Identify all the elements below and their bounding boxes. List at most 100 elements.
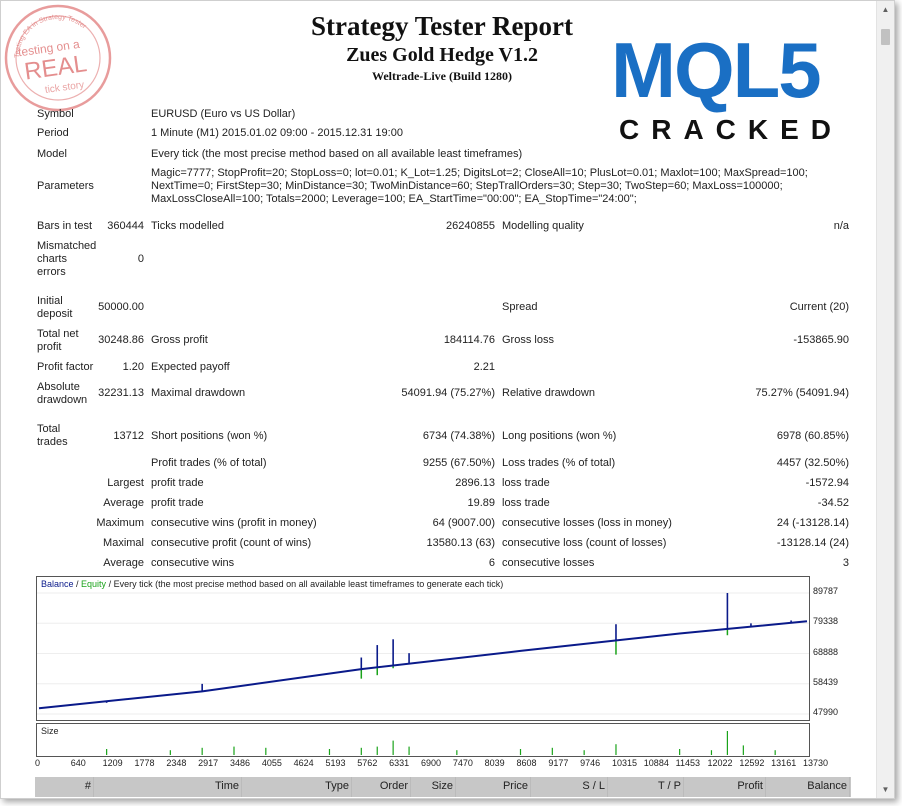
- column-separator: [455, 777, 456, 797]
- balance-chart: Balance / Equity / Every tick (the most …: [36, 576, 810, 721]
- column-separator: [765, 777, 766, 797]
- x-tick-label: 12022: [707, 758, 733, 768]
- model-value: Every tick (the most precise method base…: [151, 148, 523, 160]
- legend-balance: Balance: [41, 579, 74, 589]
- profit-factor-value: 1.20: [122, 361, 144, 373]
- mql5-logo: MQL5 CRACKED: [611, 27, 843, 145]
- column-header[interactable]: Time: [214, 780, 239, 792]
- maximal-profit-value: 13580.13 (63): [426, 537, 496, 549]
- column-header[interactable]: Size: [431, 780, 453, 792]
- chart-legend: Balance / Equity / Every tick (the most …: [41, 579, 504, 589]
- x-tick-label: 1778: [134, 758, 155, 768]
- column-separator: [410, 777, 411, 797]
- deposit-label: Initial deposit: [37, 295, 73, 320]
- x-tick-label: 5193: [325, 758, 346, 768]
- avg-cons-wins-label: consecutive wins: [151, 557, 235, 569]
- quality-label: Modelling quality: [502, 220, 584, 232]
- long-label: Long positions (won %): [502, 430, 617, 442]
- scroll-down-icon[interactable]: ▼: [881, 785, 890, 794]
- maximal-loss-value: -13128.14 (24): [776, 537, 849, 549]
- column-separator: [607, 777, 608, 797]
- largest-label: Largest: [107, 477, 144, 489]
- x-tick-label: 10884: [643, 758, 669, 768]
- column-header[interactable]: Price: [502, 780, 528, 792]
- deposit-value: 50000.00: [98, 301, 144, 313]
- column-header[interactable]: Type: [325, 780, 349, 792]
- quality-value: n/a: [833, 220, 849, 232]
- spread-value: Current (20): [789, 301, 849, 313]
- x-tick-label: 12592: [739, 758, 765, 768]
- column-separator: [849, 777, 850, 797]
- x-tick-label: 6900: [420, 758, 441, 768]
- x-tick-label: 8039: [484, 758, 505, 768]
- long-value: 6978 (60.85%): [776, 430, 849, 442]
- x-tick-label: 6331: [389, 758, 410, 768]
- stamp-line3: tick story: [44, 80, 85, 96]
- mismatch-value: 0: [137, 253, 144, 265]
- largest-loss-value: -1572.94: [805, 477, 849, 489]
- scroll-thumb[interactable]: [881, 29, 890, 45]
- column-separator: [683, 777, 684, 797]
- max-cons-losses-label: consecutive losses (loss in money): [502, 517, 672, 529]
- x-tick-label: 8608: [516, 758, 537, 768]
- gross-loss-label: Gross loss: [502, 334, 554, 346]
- x-tick-label: 0: [35, 758, 41, 768]
- trades-value: 13712: [113, 430, 144, 442]
- gross-loss-value: -153865.90: [793, 334, 849, 346]
- avg-cons-wins-value: 6: [488, 557, 495, 569]
- average-label: Average: [103, 497, 144, 509]
- x-tick-label: 1209: [102, 758, 123, 768]
- column-header[interactable]: T / P: [657, 780, 681, 792]
- max-dd-label: Maximal drawdown: [151, 387, 246, 399]
- mismatch-label: Mismatched charts errors: [37, 240, 97, 278]
- bars-label: Bars in test: [37, 220, 93, 232]
- profit-trades-label: Profit trades (% of total): [151, 457, 267, 469]
- max-dd-value: 54091.94 (75.27%): [401, 387, 495, 399]
- x-tick-label: 13161: [771, 758, 797, 768]
- x-tick-label: 4055: [261, 758, 282, 768]
- profit-factor-label: Profit factor: [37, 361, 94, 373]
- column-header[interactable]: #: [84, 780, 91, 792]
- trades-label: Total trades: [37, 423, 68, 448]
- balance-line: [38, 620, 808, 710]
- model-label: Model: [37, 148, 67, 160]
- x-tick-label: 2917: [198, 758, 219, 768]
- spread-label: Spread: [502, 301, 538, 313]
- average-loss-label: loss trade: [502, 497, 550, 509]
- report-title: Strategy Tester Report: [311, 11, 573, 41]
- column-header[interactable]: Profit: [737, 780, 763, 792]
- column-header[interactable]: S / L: [582, 780, 605, 792]
- x-tick-label: 640: [70, 758, 86, 768]
- largest-profit-label: profit trade: [151, 477, 204, 489]
- abs-dd-value: 32231.13: [98, 387, 144, 399]
- avg-cons-losses-value: 3: [842, 557, 849, 569]
- y-tick-label: 79338: [813, 616, 839, 627]
- max-cons-wins-label: consecutive wins (profit in money): [151, 517, 317, 529]
- column-header[interactable]: Order: [379, 780, 408, 792]
- y-tick-label: 68888: [813, 646, 839, 657]
- x-tick-label: 13730: [803, 758, 829, 768]
- logo-subtitle: CRACKED: [619, 114, 843, 145]
- payoff-label: Expected payoff: [151, 361, 230, 373]
- column-header[interactable]: Balance: [807, 780, 847, 792]
- maximal-profit-label: consecutive profit (count of wins): [151, 537, 312, 549]
- max-cons-losses-value: 24 (-13128.14): [776, 517, 849, 529]
- average-loss-value: -34.52: [817, 497, 849, 509]
- average2-label: Average: [103, 557, 144, 569]
- symbol-value: EURUSD (Euro vs US Dollar): [151, 108, 296, 120]
- bars-value: 360444: [107, 220, 144, 232]
- trades-table-header: # Time Type Order Size Price S / L T / P Profit B…: [35, 777, 851, 797]
- profit-trades-value: 9255 (67.50%): [422, 457, 495, 469]
- vertical-scrollbar[interactable]: ▲ ▼: [876, 1, 894, 798]
- rel-dd-label: Relative drawdown: [502, 387, 595, 399]
- legend-equity: Equity: [81, 579, 107, 589]
- column-separator: [351, 777, 352, 797]
- x-tick-label: 10315: [611, 758, 637, 768]
- symbol-label: Symbol: [37, 108, 74, 120]
- parameters-label: Parameters: [37, 180, 94, 192]
- period-value: 1 Minute (M1) 2015.01.02 09:00 - 2015.12…: [151, 127, 403, 139]
- logo-brand: MQL5: [611, 27, 820, 114]
- x-tick-label: 7470: [452, 758, 473, 768]
- scroll-up-icon[interactable]: ▲: [881, 5, 890, 14]
